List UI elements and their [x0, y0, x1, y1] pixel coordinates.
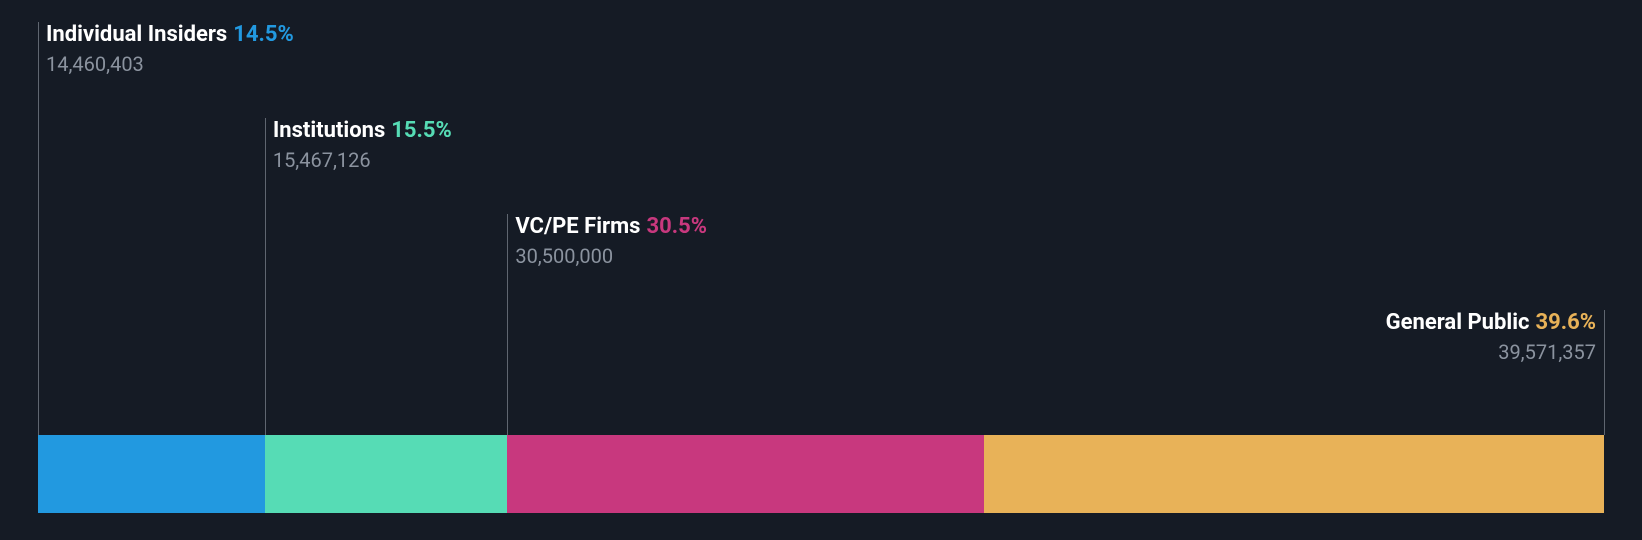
- bar-segment-general-public[interactable]: [984, 435, 1604, 513]
- label-pct-vc-pe-firms: 30.5%: [646, 214, 707, 239]
- label-institutions: Institutions15.5% 15,467,126: [265, 118, 452, 172]
- label-vc-pe-firms: VC/PE Firms30.5% 30,500,000: [507, 214, 707, 268]
- label-name-individual-insiders: Individual Insiders: [46, 22, 227, 47]
- label-name-general-public: General Public: [1386, 310, 1530, 335]
- label-name-vc-pe-firms: VC/PE Firms: [515, 214, 640, 239]
- ownership-breakdown-chart: Individual Insiders14.5% 14,460,403 Inst…: [0, 0, 1642, 540]
- ownership-bar: [38, 435, 1604, 513]
- label-pct-individual-insiders: 14.5%: [233, 22, 294, 47]
- label-name-institutions: Institutions: [273, 118, 385, 143]
- label-count-institutions: 15,467,126: [273, 148, 452, 172]
- bar-segment-vc-pe-firms[interactable]: [507, 435, 984, 513]
- label-count-individual-insiders: 14,460,403: [46, 52, 294, 76]
- label-individual-insiders: Individual Insiders14.5% 14,460,403: [38, 22, 294, 76]
- connector-individual-insiders: [38, 22, 39, 435]
- label-general-public: General Public39.6% 39,571,357: [1386, 310, 1604, 364]
- label-count-vc-pe-firms: 30,500,000: [515, 244, 707, 268]
- bar-segment-institutions[interactable]: [265, 435, 507, 513]
- connector-general-public: [1604, 310, 1605, 435]
- label-pct-general-public: 39.6%: [1535, 310, 1596, 335]
- label-count-general-public: 39,571,357: [1386, 340, 1596, 364]
- label-pct-institutions: 15.5%: [391, 118, 452, 143]
- bar-segment-individual-insiders[interactable]: [38, 435, 265, 513]
